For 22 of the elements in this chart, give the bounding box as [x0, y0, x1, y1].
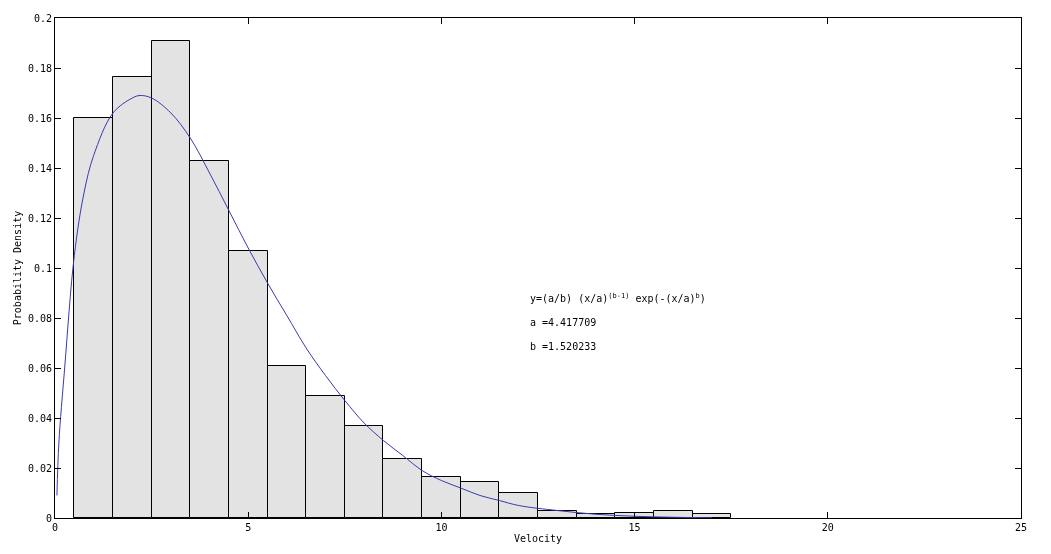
x-tick-label: 0 — [51, 522, 59, 533]
x-axis-title: Velocity — [513, 532, 563, 544]
annotation: b =1.520233 — [530, 341, 597, 352]
y-tick-label: 0 — [45, 512, 52, 524]
y-tick-label: 0.16 — [27, 112, 52, 124]
annotation: y=(a/b) (x/a)$^{(b-1)}$ exp(-(x/a)$^{b}$) — [530, 292, 706, 305]
x-tick-label: 10 — [435, 522, 448, 533]
y-tick-label: 0.18 — [27, 62, 52, 74]
annotation: a =4.417709 — [530, 317, 597, 328]
y-tick-label: 0.12 — [27, 212, 52, 224]
x-tick-label: 5 — [245, 522, 252, 533]
y-tick-label: 0.08 — [27, 312, 52, 324]
y-tick-label: 0.2 — [33, 12, 52, 24]
x-tick-label: 20 — [821, 522, 834, 533]
y-tick-label: 0.04 — [27, 412, 52, 424]
y-tick-label: 0.02 — [27, 462, 52, 474]
y-tick-label: 0.1 — [33, 262, 52, 274]
y-tick-label: 0.06 — [27, 362, 52, 374]
y-axis-title: Probability Density — [11, 210, 23, 326]
x-tick-label: 25 — [1014, 522, 1028, 533]
y-tick-label: 0.14 — [27, 162, 52, 174]
x-tick-label: 15 — [628, 522, 641, 533]
